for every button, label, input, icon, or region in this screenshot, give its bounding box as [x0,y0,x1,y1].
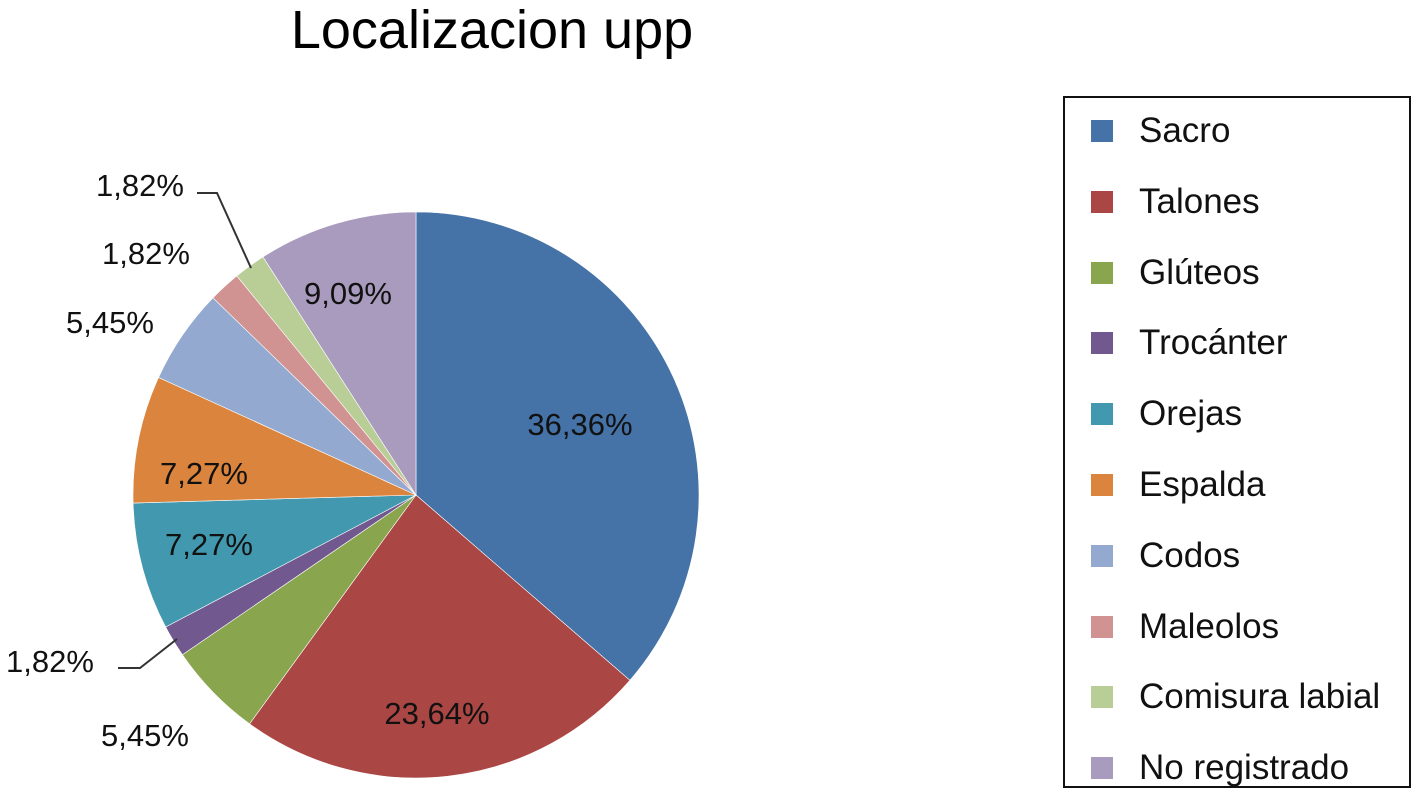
legend-item-maleolos: Maleolos [1091,607,1279,647]
pie-chart: 36,36% 23,64% 5,45% 1,82% 7,27% 7,27% 5,45% 1,8… [6,168,700,779]
legend-item-trocanter: Trocánter [1091,323,1287,363]
data-label-comisura-labial: 1,82% [96,168,184,203]
data-label-gluteos: 5,45% [101,718,189,753]
data-label-maleolos: 1,82% [102,236,190,271]
legend-item-codos: Codos [1091,536,1240,576]
data-label-trocanter: 1,82% [6,644,94,679]
leader-line-comisura-labial [197,192,252,269]
data-label-espalda: 7,27% [160,456,248,491]
legend-item-comisura-labial: Comisura labial [1091,677,1380,717]
pie-slice-espalda [132,377,417,504]
legend-label: Codos [1139,535,1241,575]
legend-item-gluteos: Glúteos [1091,253,1260,293]
legend-label: Trocánter [1139,323,1288,363]
legend-swatch [1091,544,1113,567]
pie-slice-sacro [415,211,700,681]
data-label-sacro: 36,36% [527,407,632,442]
legend-label: Espalda [1139,465,1266,504]
chart-legend: Sacro Talones Glúteos Trocánter Orejas Espald… [1063,96,1411,788]
legend-swatch [1091,190,1113,213]
legend-item-espalda: Espalda [1091,465,1265,505]
legend-item-orejas: Orejas [1091,394,1242,434]
legend-swatch [1091,261,1113,284]
pie-slice-orejas [132,494,417,628]
data-label-orejas: 7,27% [165,527,253,562]
pie-slice-talones [249,494,631,779]
legend-label: Maleolos [1139,606,1280,646]
legend-item-sacro: Sacro [1091,111,1230,151]
legend-swatch [1091,120,1113,142]
legend-label: Talones [1139,181,1260,221]
chart-title: Localizacion upp [290,0,694,60]
legend-swatch [1091,686,1113,709]
legend-swatch [1091,757,1113,780]
legend-label: Orejas [1139,394,1243,434]
pie-slice-no-registrado [262,211,417,497]
legend-swatch [1091,615,1113,638]
legend-label: Glúteos [1139,252,1260,292]
legend-item-talones: Talones [1091,182,1260,222]
legend-swatch [1091,474,1113,496]
legend-label: No registrado [1139,748,1350,788]
data-label-codos: 5,45% [66,305,154,340]
legend-label: Comisura labial [1139,677,1381,717]
legend-item-no-registrado: No registrado [1091,748,1349,788]
data-label-talones: 23,64% [384,696,489,731]
legend-label: Sacro [1139,111,1231,150]
legend-swatch [1091,332,1113,355]
legend-swatch [1091,403,1113,426]
leader-line-trocanter [118,638,178,669]
data-label-no-registrado: 9,09% [304,276,392,311]
